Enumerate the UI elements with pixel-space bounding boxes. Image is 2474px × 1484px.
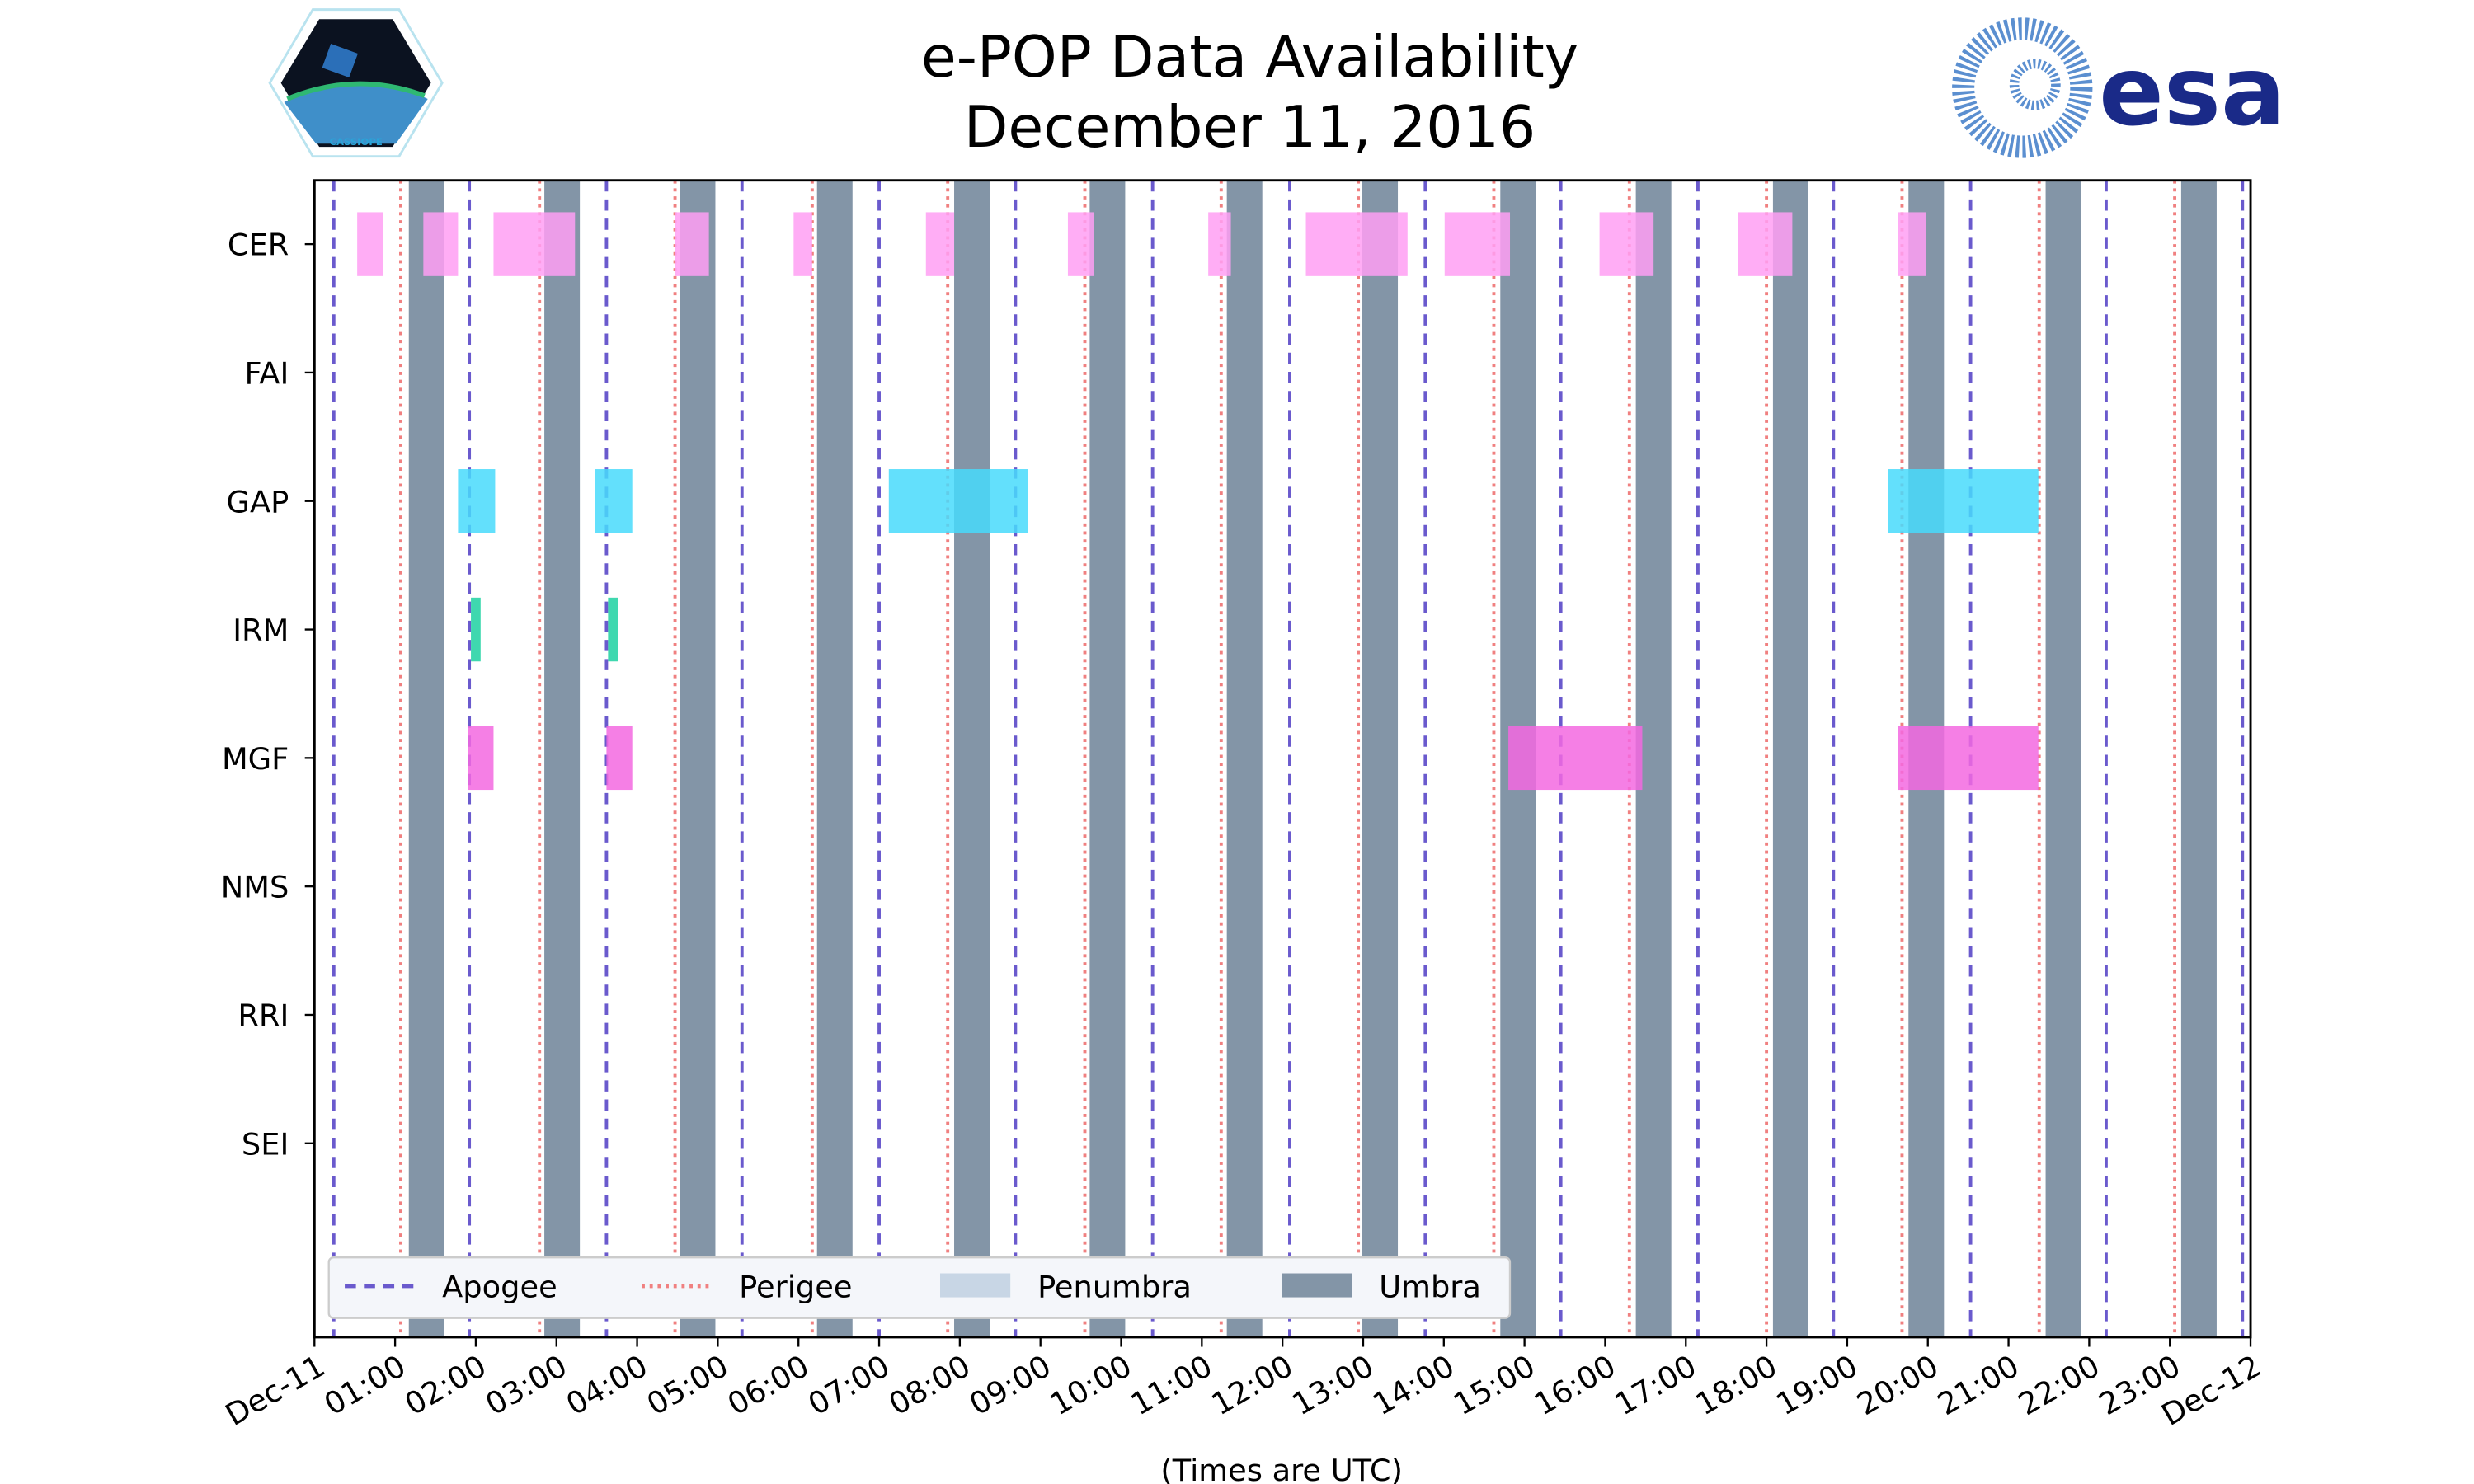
x-tick-label: 02:00: [399, 1348, 492, 1422]
umbra-band: [544, 180, 581, 1337]
x-tick-label: 18:00: [1690, 1348, 1783, 1422]
cassiope-logo: CASSIOPE: [268, 8, 444, 158]
legend-label-apogee: Apogee: [442, 1270, 557, 1305]
x-tick-label: 21:00: [1931, 1348, 2025, 1422]
availability-bar-cer: [1738, 212, 1793, 276]
availability-bar-cer: [423, 212, 459, 276]
legend-box: [327, 1256, 1512, 1319]
legend-label-penumbra: Penumbra: [1037, 1270, 1192, 1305]
x-tick-label: 08:00: [883, 1348, 976, 1422]
availability-bar-cer: [1208, 212, 1231, 276]
umbra-band: [2180, 180, 2217, 1337]
legend-umbra-swatch: [1282, 1273, 1352, 1298]
y-tick-label: FAI: [245, 355, 289, 391]
x-tick-label: 17:00: [1609, 1348, 1702, 1422]
availability-bar-cer: [1898, 212, 1926, 276]
x-tick-label: 16:00: [1528, 1348, 1621, 1422]
umbra-band: [1226, 180, 1263, 1337]
legend: Apogee Perigee Penumbra Umbra: [327, 1256, 1512, 1319]
x-tick-label: 06:00: [722, 1348, 815, 1422]
availability-bar-cer: [793, 212, 812, 276]
esa-logo-text: esa: [2099, 36, 2285, 148]
x-tick-label: 10:00: [1044, 1348, 1137, 1422]
umbra-band: [1089, 180, 1126, 1337]
umbra-band: [1362, 180, 1399, 1337]
availability-bar-mgf: [468, 726, 494, 791]
availability-bar-irm: [608, 597, 618, 662]
x-tick-label: 11:00: [1125, 1348, 1218, 1422]
availability-bar-cer: [357, 212, 383, 276]
umbra-band: [954, 180, 990, 1337]
x-tick-label: Dec-11: [219, 1348, 331, 1433]
chart-title-line1: e-POP Data Availability: [921, 24, 1578, 91]
x-tick-label: 15:00: [1447, 1348, 1540, 1422]
x-axis-label: (Times are UTC): [1160, 1453, 1403, 1484]
availability-bar-mgf: [1898, 726, 2039, 791]
x-tick-label: 01:00: [318, 1348, 412, 1422]
y-tick-label: IRM: [233, 613, 289, 648]
umbra-band: [2045, 180, 2081, 1337]
y-tick-label: GAP: [227, 484, 289, 519]
umbra-band: [1772, 180, 1808, 1337]
x-tick-label: 13:00: [1286, 1348, 1380, 1422]
y-tick-label: NMS: [221, 870, 289, 905]
legend-penumbra-swatch: [940, 1273, 1011, 1298]
x-tick-label: 20:00: [1851, 1348, 1944, 1422]
x-tick-label: 05:00: [641, 1348, 734, 1422]
plot-frame: [313, 179, 2252, 1339]
y-tick-label: SEI: [242, 1126, 289, 1162]
legend-label-perigee: Perigee: [739, 1270, 852, 1305]
x-tick-label: 14:00: [1367, 1348, 1460, 1422]
availability-bar-gap: [888, 469, 1028, 533]
availability-bar-cer: [1599, 212, 1654, 276]
availability-bar-gap: [1888, 469, 2039, 533]
x-axis: Dec-1101:0002:0003:0004:0005:0006:0007:0…: [219, 1336, 2267, 1433]
availability-bar-cer: [925, 212, 955, 276]
availability-bar-irm: [471, 597, 481, 662]
availability-bar-gap: [595, 469, 633, 533]
availability-bar-cer: [493, 212, 576, 276]
availability-bar-cer: [1444, 212, 1511, 276]
legend-label-umbra: Umbra: [1379, 1270, 1481, 1305]
y-axis: CER FAI GAP IRM MGF NMS RRI SEI: [221, 228, 315, 1162]
x-tick-label: 07:00: [802, 1348, 896, 1422]
esa-logo: esa: [1952, 17, 2285, 158]
y-tick-label: MGF: [222, 741, 289, 777]
plot-area: [332, 180, 2245, 1337]
availability-bar-cer: [1305, 212, 1408, 276]
x-tick-label: 22:00: [2012, 1348, 2105, 1422]
availability-bar-mgf: [606, 726, 633, 791]
x-tick-label: 03:00: [479, 1348, 572, 1422]
availability-bar-gap: [458, 469, 496, 533]
chart-title-line2: December 11, 2016: [964, 94, 1536, 161]
availability-bar-cer: [1067, 212, 1094, 276]
availability-bar-mgf: [1508, 726, 1643, 791]
umbra-band: [816, 180, 853, 1337]
y-tick-label: CER: [228, 228, 289, 263]
x-tick-label: 04:00: [560, 1348, 653, 1422]
x-tick-label: 12:00: [1206, 1348, 1299, 1422]
x-tick-label: 19:00: [1771, 1348, 1864, 1422]
y-tick-label: RRI: [238, 998, 289, 1034]
umbra-band: [408, 180, 444, 1337]
cassiope-logo-text: CASSIOPE: [329, 136, 382, 148]
availability-bar-cer: [675, 212, 709, 276]
x-tick-label: 09:00: [963, 1348, 1056, 1422]
umbra-band: [680, 180, 716, 1337]
